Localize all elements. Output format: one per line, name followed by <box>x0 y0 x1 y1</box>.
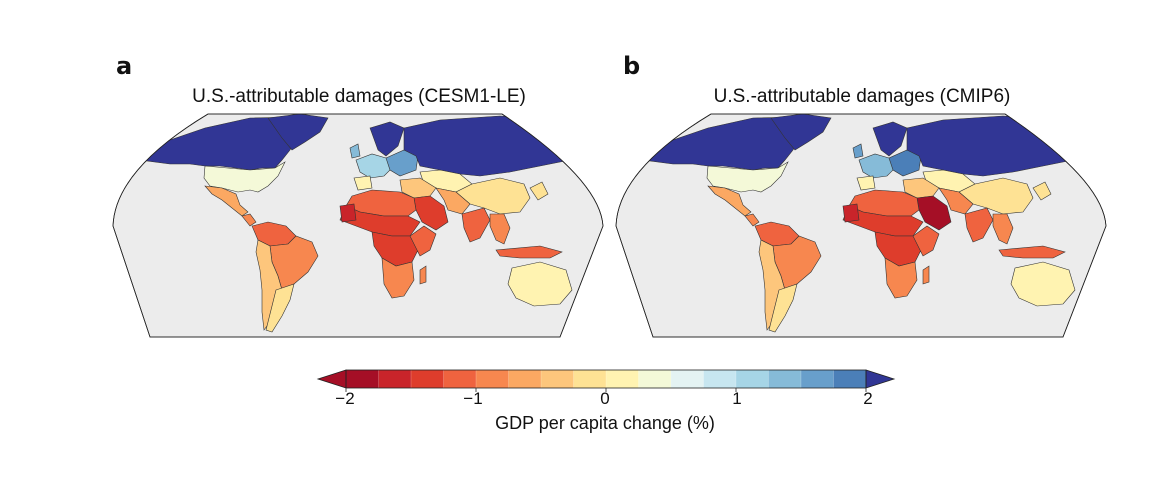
colorbar-tick-label: 0 <box>600 389 610 408</box>
canada-region <box>139 116 311 171</box>
panel-a-letter: a <box>116 52 133 80</box>
mexico <box>707 185 752 217</box>
east-africa <box>912 225 940 257</box>
colorbar-bin <box>833 370 867 388</box>
colorbar-bin <box>736 370 769 388</box>
russia <box>403 115 601 177</box>
argentina <box>265 283 295 333</box>
colorbar-bin <box>801 370 834 388</box>
japan-korea <box>529 181 549 201</box>
colorbar-extend-low <box>316 369 347 389</box>
russia <box>906 115 1104 177</box>
uk <box>852 143 864 159</box>
japan-korea <box>1032 181 1052 201</box>
greenland <box>267 114 329 151</box>
colorbar-bin <box>476 370 509 388</box>
argentina <box>768 283 798 333</box>
colorbar-extend-high <box>865 369 896 389</box>
usa <box>203 161 286 193</box>
europe-west <box>355 153 395 179</box>
mauritania <box>842 203 860 223</box>
southern-africa <box>381 257 415 299</box>
map-b <box>615 113 1107 338</box>
arabia <box>916 195 952 231</box>
panel-a-title: U.S.-attributable damages (CESM1-LE) <box>192 86 526 107</box>
colorbar-bin <box>346 370 379 388</box>
colorbar-bin <box>638 370 672 388</box>
colorbar-tick-label: −1 <box>463 389 483 408</box>
colorbar-bin <box>508 370 542 388</box>
colorbar-bin <box>573 370 607 388</box>
southern-africa <box>884 257 918 299</box>
australia <box>507 261 573 307</box>
colorbar <box>316 369 896 392</box>
colorbar-bin <box>606 370 639 388</box>
canada-region <box>642 116 814 171</box>
china <box>958 177 1034 215</box>
panel-b-letter: b <box>623 52 641 80</box>
indonesia <box>998 245 1066 259</box>
madagascar <box>419 265 427 285</box>
southeast-asia <box>489 213 511 245</box>
arabia <box>413 195 449 231</box>
australia <box>1010 261 1076 307</box>
colorbar-bin <box>378 370 412 388</box>
colorbar-title: GDP per capita change (%) <box>495 413 715 433</box>
colorbar-tick-label: 2 <box>863 389 873 408</box>
china <box>455 177 531 215</box>
new-zealand <box>1088 299 1098 317</box>
scandinavia <box>369 121 405 157</box>
map-a-countries <box>139 114 601 333</box>
mauritania <box>339 203 357 223</box>
iberia <box>353 175 373 191</box>
southeast-asia <box>992 213 1014 245</box>
new-zealand <box>585 299 595 317</box>
colorbar-bin <box>671 370 704 388</box>
uk <box>349 143 361 159</box>
mexico <box>204 185 249 217</box>
usa <box>706 161 789 193</box>
india <box>461 207 491 243</box>
central-america <box>744 213 760 227</box>
colorbar-bin <box>443 370 477 388</box>
india <box>964 207 994 243</box>
greenland <box>770 114 832 151</box>
panel-b-title: U.S.-attributable damages (CMIP6) <box>713 86 1011 107</box>
map-a <box>112 113 604 338</box>
scandinavia <box>872 121 908 157</box>
madagascar <box>922 265 930 285</box>
colorbar-tick-label: −2 <box>335 389 355 408</box>
indonesia <box>495 245 563 259</box>
east-africa <box>409 225 437 257</box>
central-america <box>241 213 257 227</box>
colorbar-tick-label: 1 <box>732 389 742 408</box>
europe-west <box>858 153 898 179</box>
colorbar-bin <box>541 370 574 388</box>
iberia <box>856 175 876 191</box>
colorbar-bin <box>768 370 802 388</box>
colorbar-bin <box>703 370 737 388</box>
colorbar-bin <box>411 370 444 388</box>
